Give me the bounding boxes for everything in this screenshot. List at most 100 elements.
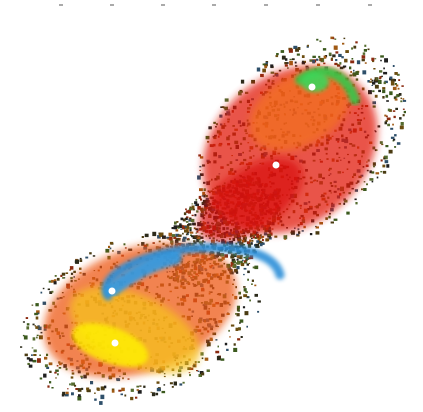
particle	[394, 98, 398, 101]
particle	[274, 235, 278, 238]
particle	[368, 90, 372, 95]
particle	[58, 361, 61, 364]
particle	[239, 297, 241, 299]
particle	[397, 87, 400, 90]
particle	[235, 313, 237, 315]
particle	[156, 381, 160, 384]
particle	[249, 236, 253, 238]
particle	[390, 78, 395, 82]
particle	[384, 80, 388, 84]
particle	[144, 233, 149, 238]
particle	[243, 260, 247, 263]
particle	[240, 254, 243, 257]
particle	[200, 198, 203, 201]
particle	[264, 65, 268, 69]
particle	[388, 149, 393, 154]
particle	[232, 261, 235, 264]
particle	[116, 377, 119, 381]
particle	[315, 226, 319, 229]
particle	[247, 296, 249, 298]
particle	[56, 365, 59, 367]
particle	[198, 235, 201, 238]
particle	[363, 49, 367, 52]
particle	[185, 210, 189, 213]
particle	[343, 202, 346, 205]
particle	[62, 277, 65, 279]
particle	[312, 59, 316, 64]
particle	[28, 364, 33, 368]
particle	[367, 80, 370, 83]
particle	[163, 384, 166, 386]
particle	[257, 240, 262, 244]
particle	[69, 266, 74, 270]
particle	[197, 175, 201, 180]
particle	[169, 382, 173, 385]
particle	[189, 217, 192, 219]
particle	[372, 105, 376, 108]
particle	[392, 110, 396, 112]
particle	[65, 368, 68, 371]
particle	[192, 222, 196, 226]
particle	[49, 381, 52, 384]
particle	[380, 159, 383, 162]
particle	[242, 306, 246, 309]
particle	[176, 237, 179, 240]
particle	[136, 389, 139, 391]
particle	[20, 346, 23, 348]
particle	[130, 388, 134, 392]
particle	[221, 256, 225, 260]
particle	[78, 394, 81, 397]
particle	[355, 78, 359, 81]
particle	[247, 270, 250, 274]
particle	[303, 60, 306, 63]
particle	[237, 309, 240, 312]
particle	[355, 71, 359, 75]
particle	[264, 63, 268, 67]
particle	[369, 170, 372, 174]
particle	[393, 115, 396, 119]
particle	[383, 157, 386, 160]
particle	[224, 98, 229, 102]
particle	[355, 41, 358, 44]
particle	[46, 366, 50, 369]
particle	[221, 106, 225, 108]
particle	[246, 241, 251, 245]
particle	[139, 385, 142, 387]
particle	[55, 377, 57, 379]
particle	[247, 244, 252, 248]
particle	[26, 323, 30, 326]
particle	[395, 84, 399, 87]
particle	[203, 188, 206, 191]
particle	[202, 199, 207, 204]
particle	[234, 295, 238, 300]
particle	[334, 38, 337, 40]
particle	[196, 238, 200, 243]
particle	[255, 244, 258, 246]
particle	[193, 241, 197, 245]
particle	[328, 52, 332, 56]
particle	[206, 342, 211, 347]
particle	[195, 228, 198, 231]
particle	[400, 100, 403, 103]
particle	[229, 240, 234, 245]
particle	[151, 392, 156, 397]
particle	[373, 68, 376, 70]
particle	[237, 240, 242, 244]
particle	[79, 267, 82, 270]
particle	[361, 188, 363, 191]
particle	[47, 385, 50, 388]
particle	[276, 53, 279, 56]
particle	[90, 381, 94, 385]
particle	[170, 240, 174, 244]
particle	[62, 391, 66, 396]
particle	[377, 125, 381, 128]
particle	[237, 238, 241, 242]
particle	[199, 173, 204, 176]
particle	[234, 269, 238, 272]
particle	[384, 58, 388, 63]
particle	[77, 396, 82, 401]
particle	[339, 62, 342, 65]
particle	[31, 304, 34, 306]
particle	[33, 349, 37, 353]
particle	[249, 255, 254, 260]
